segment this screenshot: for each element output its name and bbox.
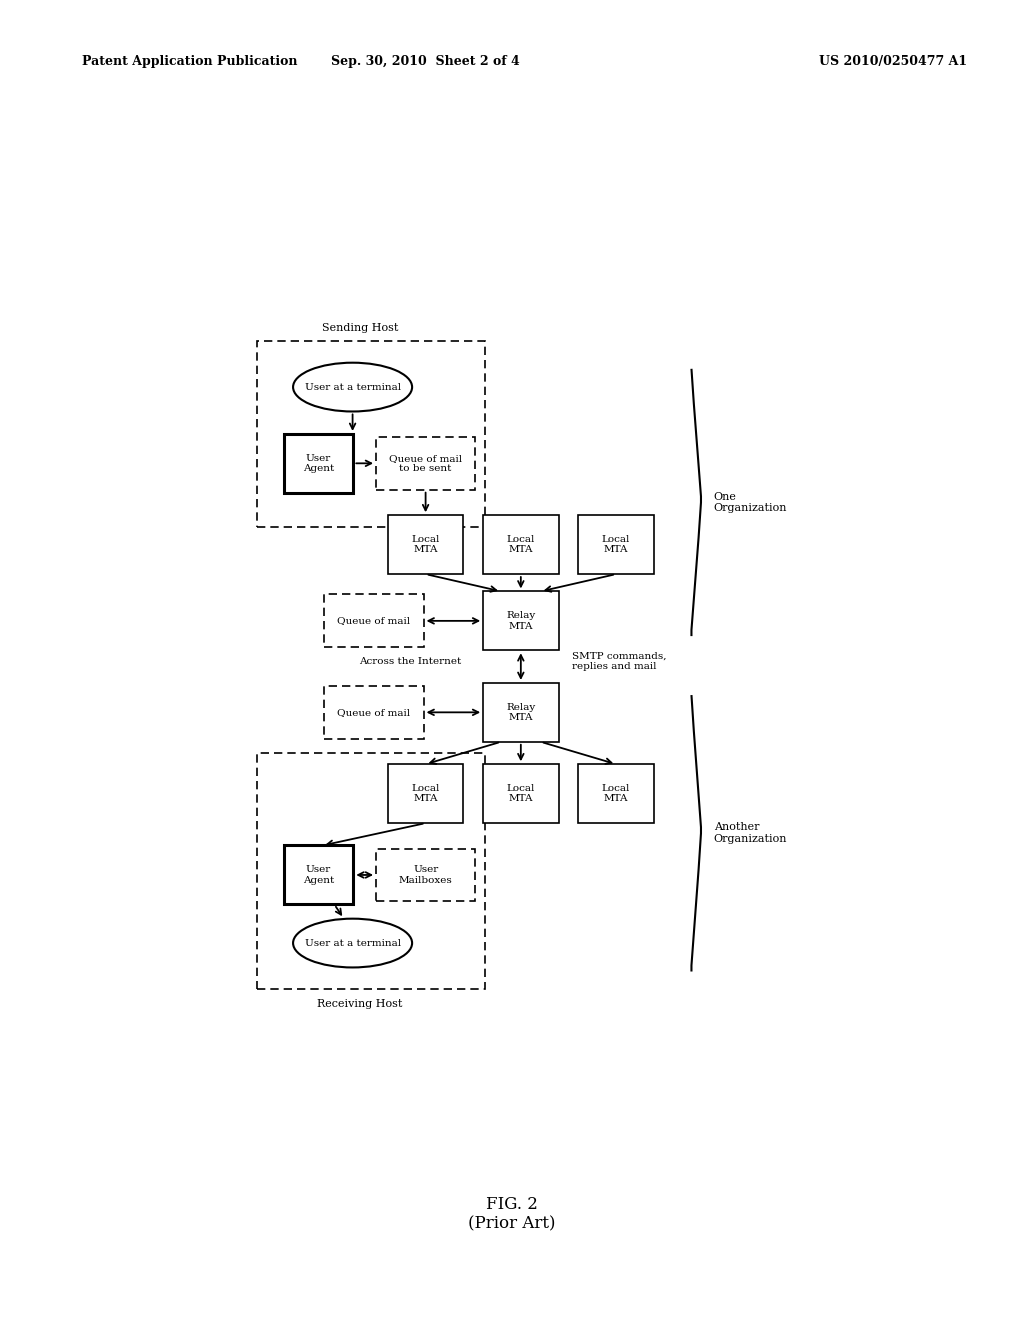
FancyBboxPatch shape [483, 764, 558, 824]
FancyBboxPatch shape [284, 434, 353, 492]
Text: Patent Application Publication: Patent Application Publication [82, 55, 297, 69]
FancyBboxPatch shape [388, 764, 463, 824]
Text: One
Organization: One Organization [714, 491, 787, 513]
FancyBboxPatch shape [483, 682, 558, 742]
Text: User at a terminal: User at a terminal [304, 383, 400, 392]
Text: Queue of mail: Queue of mail [338, 616, 411, 626]
Text: Relay
MTA: Relay MTA [506, 611, 536, 631]
Text: Queue of mail
to be sent: Queue of mail to be sent [389, 454, 462, 473]
FancyBboxPatch shape [579, 515, 653, 574]
Text: Local
MTA: Local MTA [412, 535, 439, 554]
Text: Local
MTA: Local MTA [507, 535, 535, 554]
Text: Sending Host: Sending Host [322, 323, 398, 333]
Text: FIG. 2
(Prior Art): FIG. 2 (Prior Art) [468, 1196, 556, 1233]
Ellipse shape [293, 919, 412, 968]
Text: Local
MTA: Local MTA [412, 784, 439, 804]
Text: Receiving Host: Receiving Host [317, 999, 402, 1008]
FancyBboxPatch shape [257, 342, 485, 528]
FancyBboxPatch shape [376, 437, 475, 490]
Text: Queue of mail: Queue of mail [338, 708, 411, 717]
FancyBboxPatch shape [325, 686, 424, 739]
Text: Local
MTA: Local MTA [507, 784, 535, 804]
Text: User
Agent: User Agent [303, 866, 334, 884]
Text: User
Agent: User Agent [303, 454, 334, 473]
FancyBboxPatch shape [579, 764, 653, 824]
FancyBboxPatch shape [325, 594, 424, 647]
Text: Local
MTA: Local MTA [602, 535, 630, 554]
Text: Across the Internet: Across the Internet [358, 657, 461, 667]
Text: Sep. 30, 2010  Sheet 2 of 4: Sep. 30, 2010 Sheet 2 of 4 [331, 55, 519, 69]
FancyBboxPatch shape [257, 752, 485, 989]
Text: US 2010/0250477 A1: US 2010/0250477 A1 [819, 55, 968, 69]
Text: SMTP commands,
replies and mail: SMTP commands, replies and mail [572, 652, 667, 671]
Text: User
Mailboxes: User Mailboxes [398, 866, 453, 884]
FancyBboxPatch shape [284, 846, 353, 904]
Text: User at a terminal: User at a terminal [304, 939, 400, 948]
FancyBboxPatch shape [388, 515, 463, 574]
FancyBboxPatch shape [483, 515, 558, 574]
Text: Relay
MTA: Relay MTA [506, 702, 536, 722]
FancyBboxPatch shape [483, 591, 558, 651]
Ellipse shape [293, 363, 412, 412]
Text: Local
MTA: Local MTA [602, 784, 630, 804]
Text: Another
Organization: Another Organization [714, 822, 787, 843]
FancyBboxPatch shape [376, 849, 475, 902]
